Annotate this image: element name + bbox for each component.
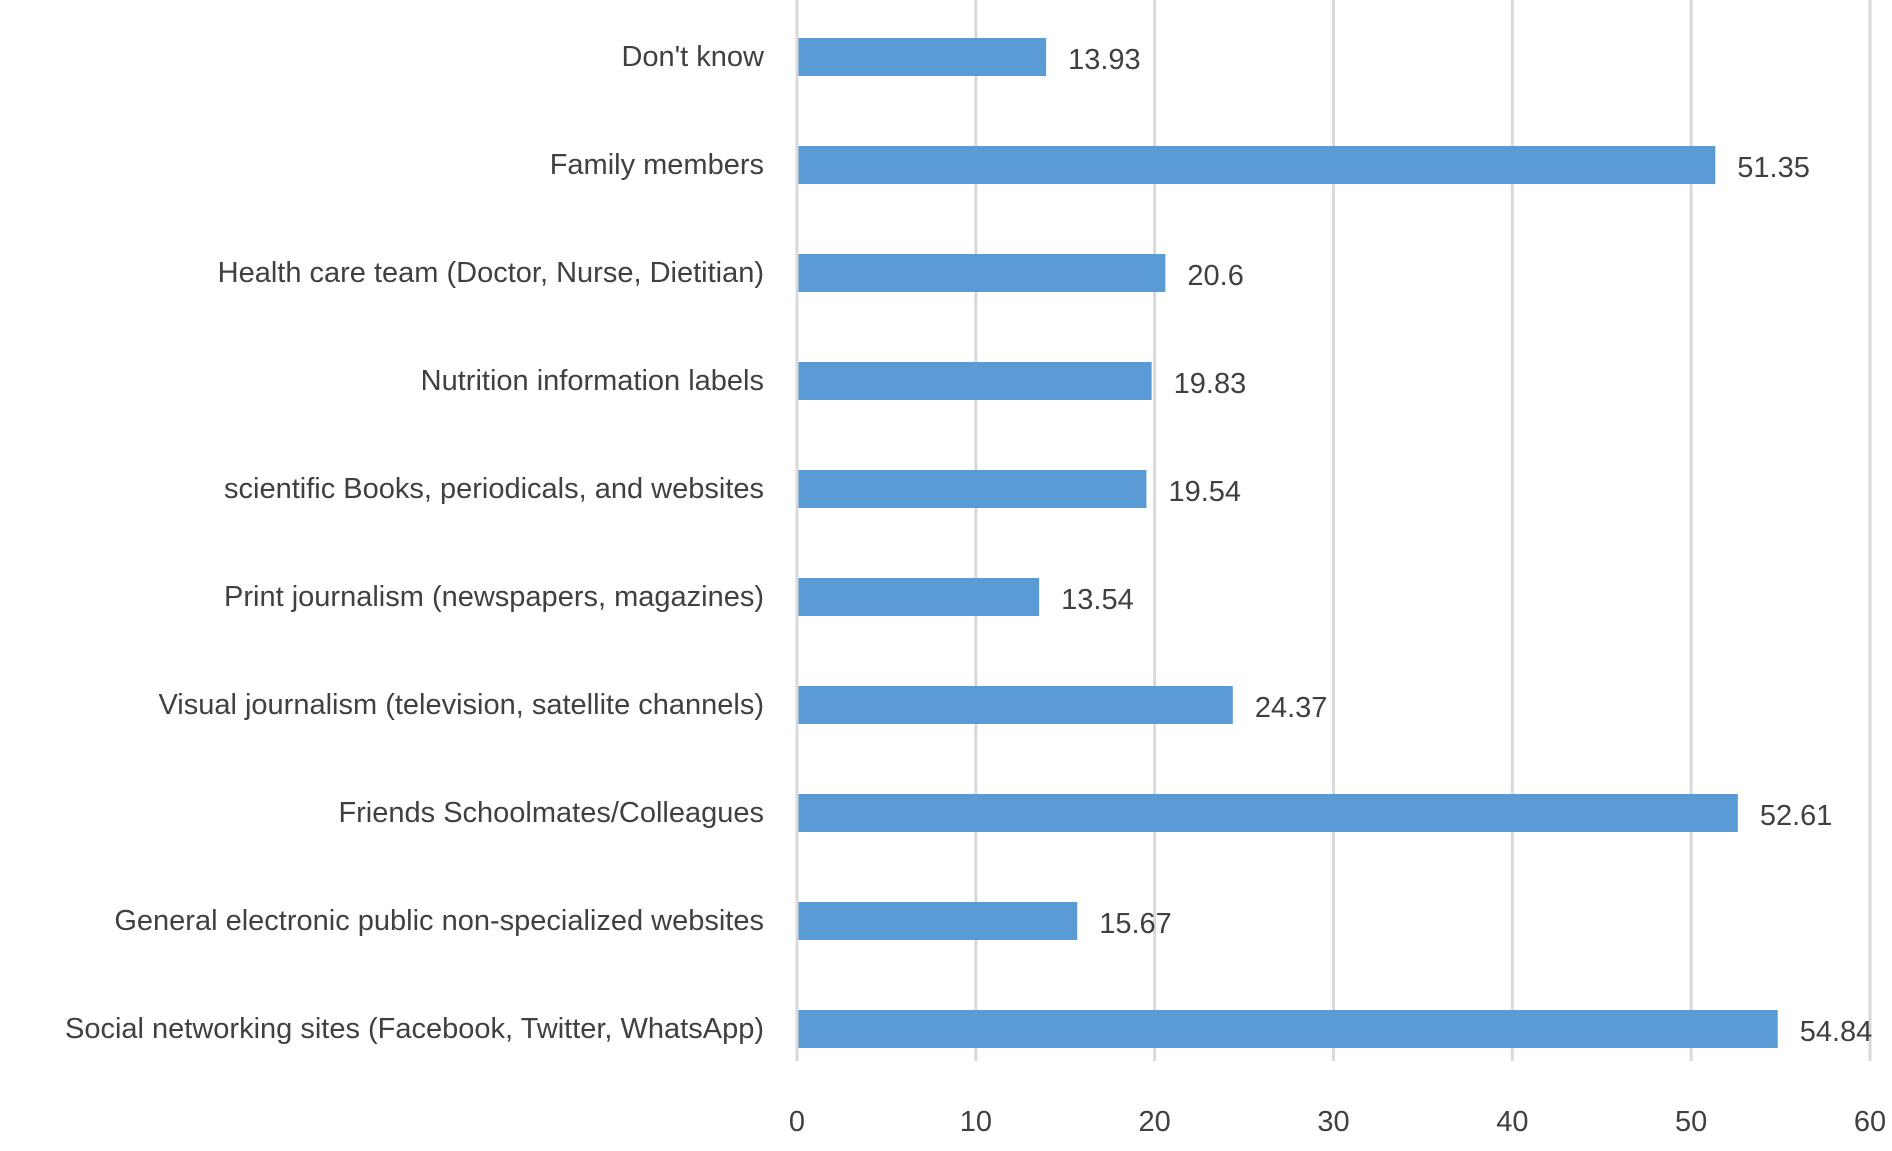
data-label: 52.61 <box>1760 800 1833 832</box>
data-label: 13.93 <box>1068 44 1141 76</box>
bar <box>797 686 1233 724</box>
category-label: scientific Books, periodicals, and websi… <box>224 473 764 505</box>
category-label: Social networking sites (Facebook, Twitt… <box>65 1013 764 1045</box>
labels-layer: Don't know 13.93 Family members 51.35 Health… <box>65 41 1872 1048</box>
x-tick-label: 40 <box>1496 1106 1528 1138</box>
category-label: Nutrition information labels <box>421 365 764 397</box>
axis-layer: 0 10 20 30 40 50 60 <box>789 0 1886 1138</box>
category-label: Family members <box>550 149 764 181</box>
category-label: Friends Schoolmates/Colleagues <box>338 797 764 829</box>
bars-layer <box>797 38 1778 1048</box>
bar <box>797 470 1147 508</box>
bar <box>797 254 1166 292</box>
data-label: 54.84 <box>1800 1016 1873 1048</box>
x-tick-label: 30 <box>1317 1106 1349 1138</box>
bar <box>797 902 1078 940</box>
data-label: 19.83 <box>1174 368 1247 400</box>
data-label: 51.35 <box>1737 152 1810 184</box>
x-tick-label: 10 <box>960 1106 992 1138</box>
category-label: Don't know <box>621 41 765 73</box>
x-tick-label: 20 <box>1139 1106 1171 1138</box>
data-label: 13.54 <box>1061 584 1134 616</box>
data-label: 15.67 <box>1099 908 1172 940</box>
bar <box>797 794 1738 832</box>
bar <box>797 578 1040 616</box>
x-tick-label: 60 <box>1854 1106 1886 1138</box>
x-tick-label: 0 <box>789 1106 805 1138</box>
data-label: 20.6 <box>1187 260 1243 292</box>
data-label: 19.54 <box>1168 476 1241 508</box>
category-label: Visual journalism (television, satellite… <box>158 689 764 721</box>
bar <box>797 1010 1778 1048</box>
bar <box>797 38 1047 76</box>
category-label: Print journalism (newspapers, magazines) <box>224 581 764 613</box>
x-tick-label: 50 <box>1675 1106 1707 1138</box>
bar <box>797 362 1152 400</box>
category-label: Health care team (Doctor, Nurse, Dietiti… <box>218 257 764 289</box>
data-label: 24.37 <box>1255 692 1328 724</box>
bar <box>797 146 1716 184</box>
category-label: General electronic public non-specialize… <box>114 905 764 937</box>
